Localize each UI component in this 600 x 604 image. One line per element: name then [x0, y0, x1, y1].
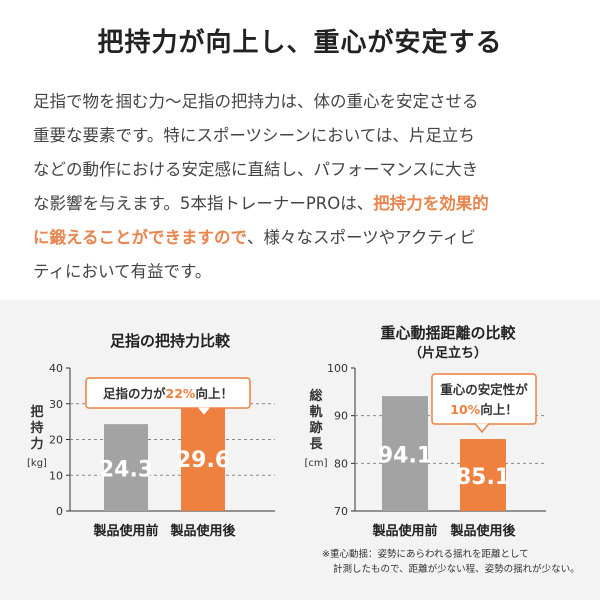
y-axis-unit: [cm]	[304, 458, 327, 469]
callout-text: 重心の安定性が	[440, 382, 528, 397]
callout: 足指の力が22%向上！	[85, 377, 251, 418]
bar-value-label: 85.1	[456, 465, 510, 490]
y-tick-label: 80	[334, 457, 348, 470]
callout: 重心の安定性が 10%向上！	[431, 373, 537, 434]
bar	[382, 396, 428, 511]
callout-text: 10%向上！	[450, 402, 517, 417]
description-line: に鍛えることができますので、様々なスポーツやアクティビ	[33, 221, 581, 255]
highlight-text: に鍛えることができますので	[33, 228, 248, 247]
y-tick-label: 20	[49, 434, 63, 447]
bar	[104, 424, 148, 511]
bar-value-label: 94.1	[378, 444, 432, 469]
y-tick-label: 30	[49, 398, 63, 411]
bar-value-label: 29.6	[176, 448, 230, 473]
description-line: な影響を与えます。5本指トレーナーPROは、把持力を効果的	[33, 187, 581, 221]
category-labels: 製品使用前 製品使用後	[92, 523, 236, 539]
bars: 24.3 29.6	[99, 405, 230, 511]
y-tick-label: 0	[56, 505, 63, 518]
description-line: 足指で物を掴む力〜足指の把持力は、体の重心を安定させる	[33, 92, 479, 111]
category-label: 製品使用後	[169, 523, 236, 539]
y-axis-label-char: 長	[309, 437, 323, 452]
y-tick-label: 90	[334, 410, 348, 423]
category-labels: 製品使用前 製品使用後	[371, 523, 516, 539]
charts-svg: 足指の把持力比較 把 持 力 [kg] 0 10 20 30 40 24.3 29.6 製…	[27, 324, 580, 575]
y-tick-label: 40	[49, 362, 63, 375]
highlight-text: 把持力を効果的	[373, 194, 489, 213]
y-axis-label-char: 総	[309, 388, 322, 404]
footnote: ※重心動揺：姿勢にあらわれる揺れを距離として	[322, 548, 529, 560]
chart-grip-strength: 足指の把持力比較 把 持 力 [kg] 0 10 20 30 40 24.3 29.6 製…	[27, 332, 275, 539]
callout-pointer	[196, 407, 212, 418]
bar	[181, 405, 225, 511]
footnote: 計測したもので、距離が少ない程、姿勢の揺れが少ない。	[333, 563, 580, 575]
chart-title: 重心動揺距離の比較	[380, 324, 516, 342]
bar	[460, 439, 506, 511]
y-axis-label-char: 跡	[309, 420, 322, 436]
y-tick-label: 70	[334, 505, 348, 518]
y-ticks: 0 10 20 30 40	[49, 362, 70, 518]
page-title: 把持力が向上し、重心が安定する	[97, 28, 503, 58]
description-line: などの動作における安定感に直結し、パフォーマンスに大き	[33, 160, 479, 179]
description-text: 足指で物を掴む力〜足指の把持力は、体の重心を安定させる 重要な要素です。特にスポ…	[33, 85, 581, 289]
y-axis-label-char: 持	[30, 420, 43, 436]
category-label: 製品使用後	[449, 523, 516, 539]
chart-subtitle: （片足立ち）	[409, 345, 487, 361]
bar-value-label: 24.3	[99, 458, 153, 483]
description-line: ティにおいて有益です。	[33, 262, 212, 281]
chart-title: 足指の把持力比較	[110, 332, 231, 350]
chart-sway-distance: 重心動揺距離の比較 （片足立ち） 総 軌 跡 長 [cm] 708090100 …	[304, 324, 546, 539]
bars: 94.1 85.1	[378, 396, 510, 511]
category-label: 製品使用前	[371, 523, 437, 539]
description-line: 重要な要素です。特にスポーツシーンにおいては、片足立ち	[33, 126, 475, 145]
y-tick-label: 10	[49, 469, 63, 482]
charts-panel: 足指の把持力比較 把 持 力 [kg] 0 10 20 30 40 24.3 29.6 製…	[0, 300, 600, 600]
callout-text: 足指の力が22%向上！	[103, 386, 233, 401]
callout-pointer	[474, 423, 490, 434]
category-label: 製品使用前	[92, 523, 158, 539]
y-tick-label: 100	[327, 362, 348, 375]
y-axis-label-char: 軌	[309, 404, 322, 420]
y-axis-label-char: 把	[30, 404, 43, 420]
y-ticks: 70 80 90 100	[327, 362, 355, 518]
y-axis-label-char: 力	[30, 436, 43, 452]
callout-box	[85, 377, 251, 409]
y-axis-unit: [kg]	[27, 458, 47, 469]
description-text-segment: な影響を与えます。5本指トレーナーPROは、	[33, 194, 374, 213]
description-text-segment: 、様々なスポーツやアクティビ	[247, 228, 476, 247]
